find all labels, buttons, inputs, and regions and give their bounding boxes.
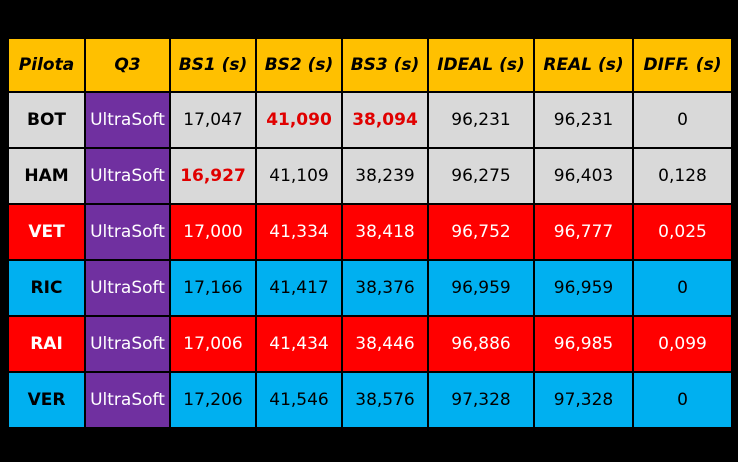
bs3-cell: 38,094 bbox=[341, 91, 429, 149]
header-ideal: IDEAL (s) bbox=[427, 37, 535, 93]
tyre-cell: UltraSoft bbox=[84, 147, 171, 205]
ideal-cell: 96,231 bbox=[427, 91, 535, 149]
ideal-cell: 97,328 bbox=[427, 371, 535, 429]
ideal-cell: 96,886 bbox=[427, 315, 535, 373]
diff-cell: 0 bbox=[632, 371, 733, 429]
header-diff: DIFF. (s) bbox=[632, 37, 733, 93]
table-row: HAM UltraSoft 16,927 41,109 38,239 96,275 96,4… bbox=[7, 147, 733, 205]
pilot-cell: VET bbox=[7, 203, 86, 261]
bs2-cell: 41,090 bbox=[255, 91, 343, 149]
bs1-cell: 17,166 bbox=[169, 259, 257, 317]
pilot-cell: BOT bbox=[7, 91, 86, 149]
header-real: REAL (s) bbox=[533, 37, 634, 93]
bs2-cell: 41,546 bbox=[255, 371, 343, 429]
bs2-cell: 41,417 bbox=[255, 259, 343, 317]
header-bs1: BS1 (s) bbox=[169, 37, 257, 93]
tyre-cell: UltraSoft bbox=[84, 259, 171, 317]
pilot-cell: VER bbox=[7, 371, 86, 429]
bs3-cell: 38,576 bbox=[341, 371, 429, 429]
pilot-cell: HAM bbox=[7, 147, 86, 205]
pilot-cell: RIC bbox=[7, 259, 86, 317]
bs2-cell: 41,334 bbox=[255, 203, 343, 261]
bs1-cell: 17,206 bbox=[169, 371, 257, 429]
diff-cell: 0 bbox=[632, 259, 733, 317]
header-pilota: Pilota bbox=[7, 37, 86, 93]
table-row: RAI UltraSoft 17,006 41,434 38,446 96,886 96,9… bbox=[7, 315, 733, 373]
table-row: VET UltraSoft 17,000 41,334 38,418 96,752 96,7… bbox=[7, 203, 733, 261]
tyre-cell: UltraSoft bbox=[84, 315, 171, 373]
diff-cell: 0,025 bbox=[632, 203, 733, 261]
bs3-cell: 38,418 bbox=[341, 203, 429, 261]
table-header-row: Pilota Q3 BS1 (s) BS2 (s) BS3 (s) IDEAL … bbox=[7, 37, 733, 93]
real-cell: 96,985 bbox=[533, 315, 634, 373]
ideal-cell: 96,275 bbox=[427, 147, 535, 205]
real-cell: 96,777 bbox=[533, 203, 634, 261]
table-row: RIC UltraSoft 17,166 41,417 38,376 96,959 96,9… bbox=[7, 259, 733, 317]
diff-cell: 0 bbox=[632, 91, 733, 149]
timing-table-container: Pilota Q3 BS1 (s) BS2 (s) BS3 (s) IDEAL … bbox=[7, 37, 733, 429]
tyre-cell: UltraSoft bbox=[84, 203, 171, 261]
table-row: VER UltraSoft 17,206 41,546 38,576 97,328 97,3… bbox=[7, 371, 733, 429]
diff-cell: 0,099 bbox=[632, 315, 733, 373]
header-q3: Q3 bbox=[84, 37, 171, 93]
sector-times-table: Pilota Q3 BS1 (s) BS2 (s) BS3 (s) IDEAL … bbox=[7, 37, 733, 429]
table-row: BOT UltraSoft 17,047 41,090 38,094 96,231 96,2… bbox=[7, 91, 733, 149]
tyre-cell: UltraSoft bbox=[84, 371, 171, 429]
bs1-cell: 17,047 bbox=[169, 91, 257, 149]
tyre-cell: UltraSoft bbox=[84, 91, 171, 149]
real-cell: 97,328 bbox=[533, 371, 634, 429]
header-bs3: BS3 (s) bbox=[341, 37, 429, 93]
real-cell: 96,231 bbox=[533, 91, 634, 149]
bs1-cell: 17,000 bbox=[169, 203, 257, 261]
pilot-cell: RAI bbox=[7, 315, 86, 373]
real-cell: 96,959 bbox=[533, 259, 634, 317]
ideal-cell: 96,959 bbox=[427, 259, 535, 317]
bs2-cell: 41,109 bbox=[255, 147, 343, 205]
bs3-cell: 38,239 bbox=[341, 147, 429, 205]
bs3-cell: 38,376 bbox=[341, 259, 429, 317]
bs2-cell: 41,434 bbox=[255, 315, 343, 373]
diff-cell: 0,128 bbox=[632, 147, 733, 205]
real-cell: 96,403 bbox=[533, 147, 634, 205]
bs1-cell: 16,927 bbox=[169, 147, 257, 205]
ideal-cell: 96,752 bbox=[427, 203, 535, 261]
bs3-cell: 38,446 bbox=[341, 315, 429, 373]
bs1-cell: 17,006 bbox=[169, 315, 257, 373]
header-bs2: BS2 (s) bbox=[255, 37, 343, 93]
